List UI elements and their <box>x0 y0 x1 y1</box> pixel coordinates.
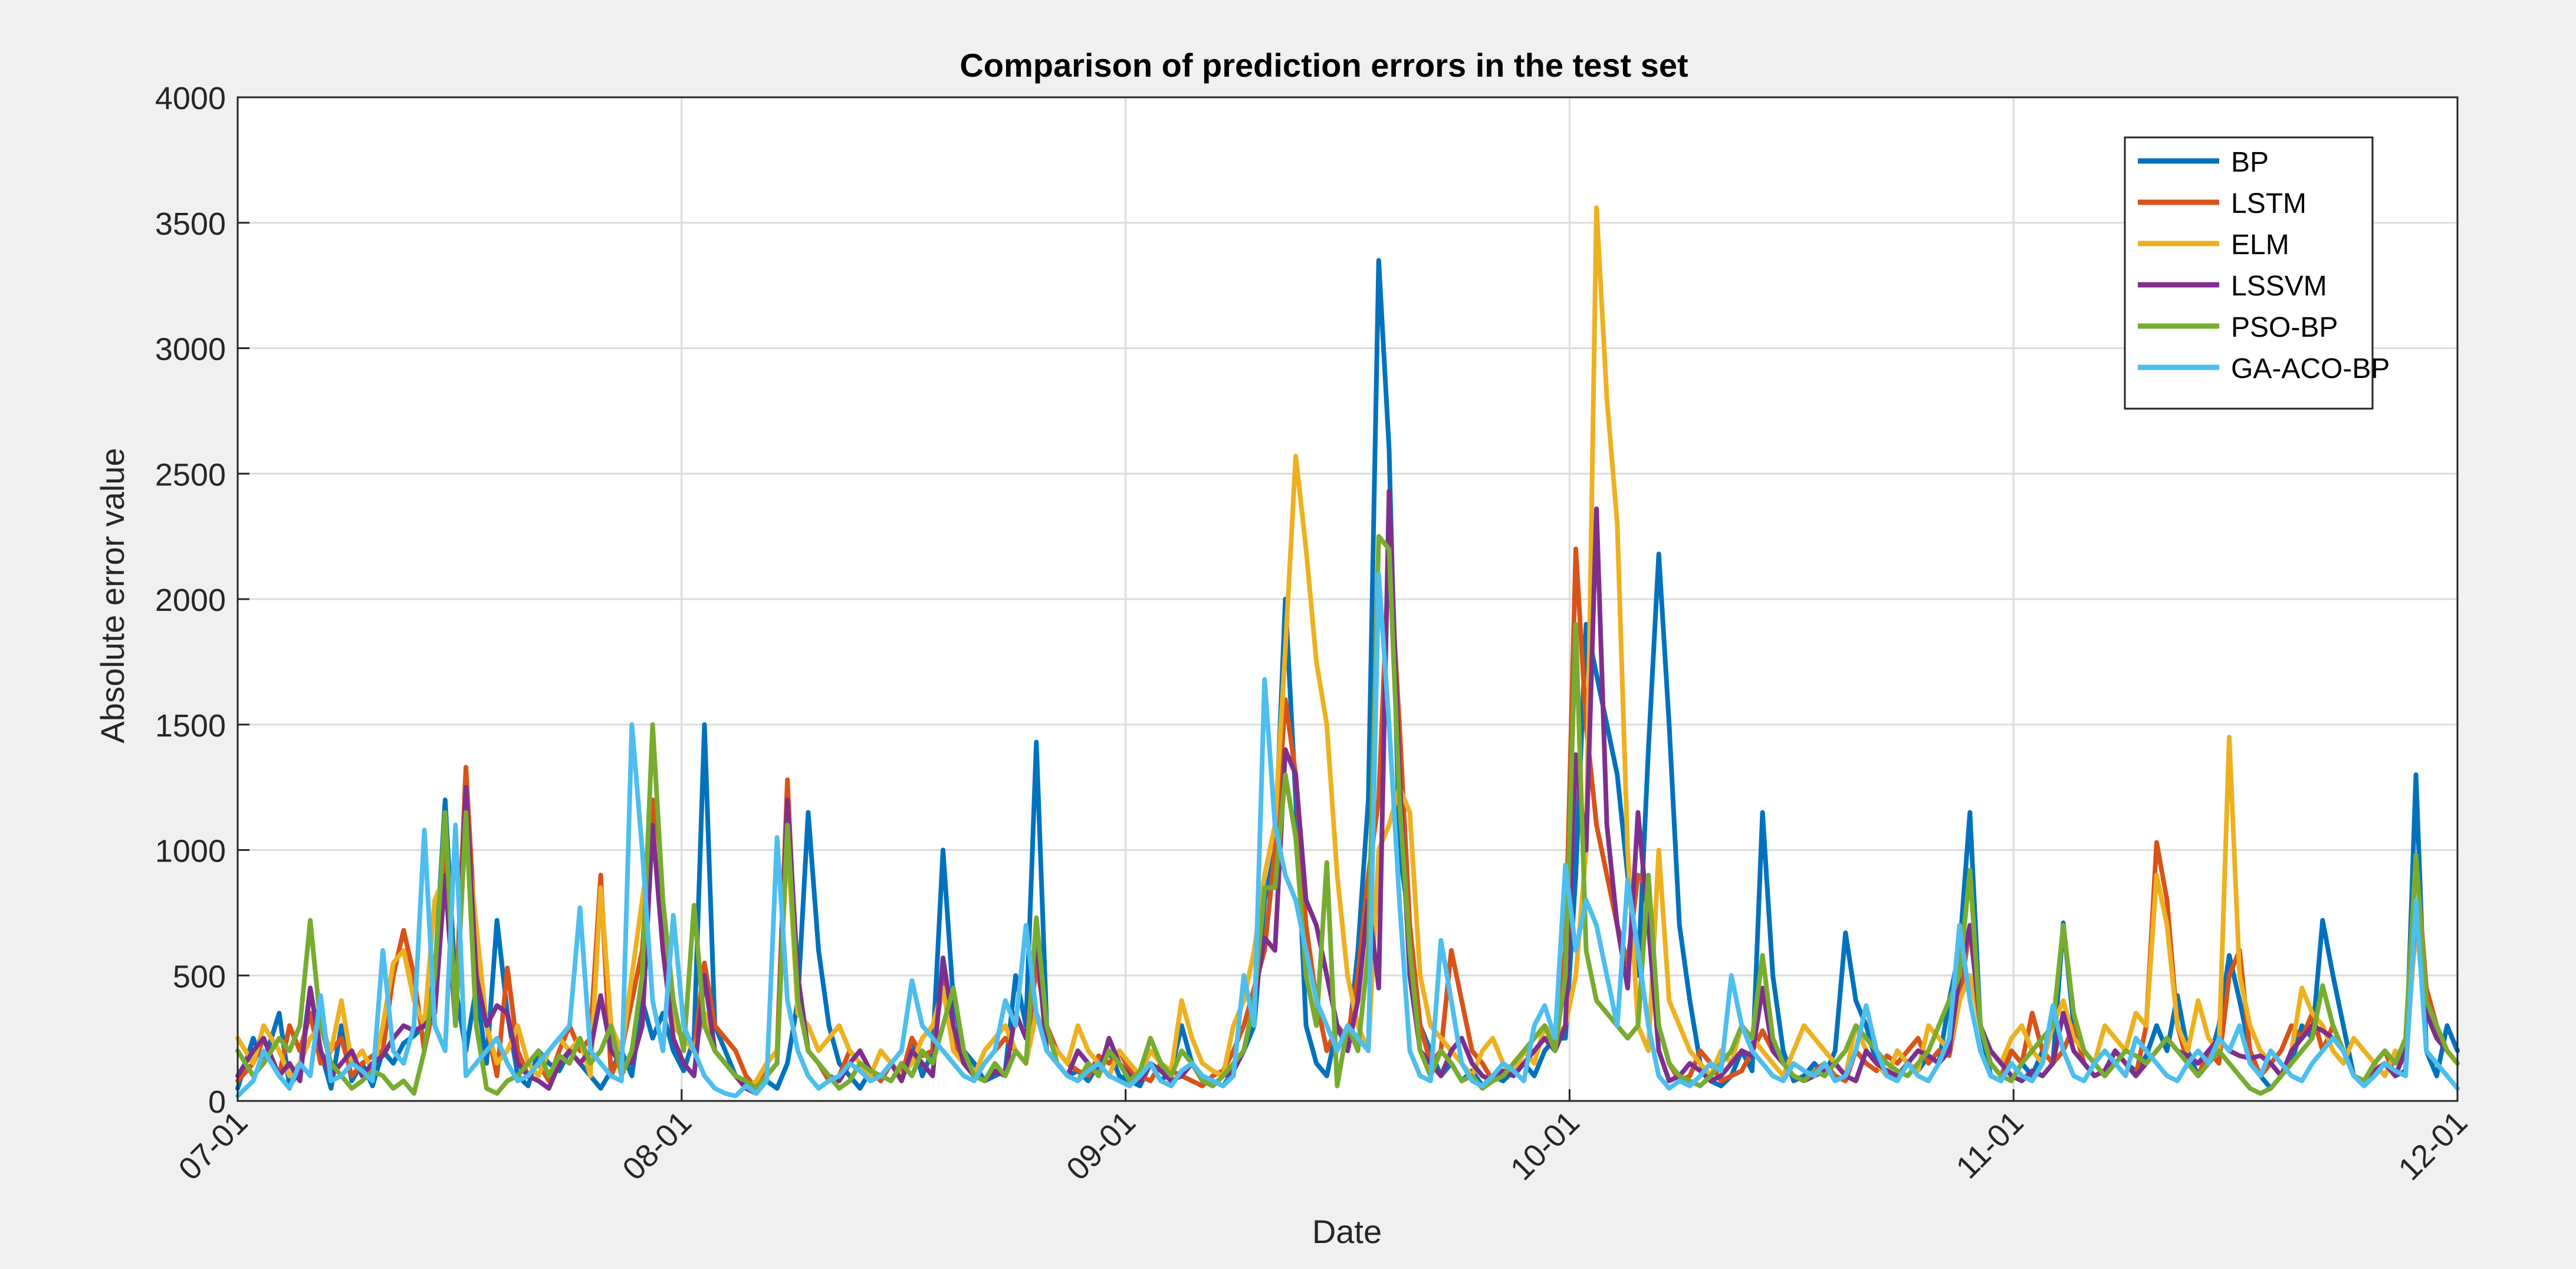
y-tick-label: 3500 <box>155 206 226 242</box>
y-tick-label: 2000 <box>155 583 226 618</box>
series-layer <box>235 205 2460 1099</box>
legend-box <box>2124 136 2374 410</box>
legend-label-lstm: LSTM <box>2231 188 2306 219</box>
y-tick-label: 2500 <box>155 457 226 492</box>
legend-label-ga-aco-bp: GA-ACO-BP <box>2231 353 2390 384</box>
x-axis-label: Date <box>1312 1213 1382 1250</box>
grid <box>236 96 2459 1102</box>
y-tick-label: 4000 <box>155 81 226 116</box>
y-tick-label: 0 <box>208 1084 226 1120</box>
legend-label-elm: ELM <box>2231 229 2289 261</box>
legend: BP LSTM ELM LSSVM PSO-BP GA-ACO-BP <box>2124 136 2390 410</box>
y-tick-label: 500 <box>173 959 226 994</box>
chart-title: Comparison of prediction errors in the t… <box>960 47 1688 84</box>
legend-label-bp: BP <box>2231 147 2269 178</box>
y-tick-label: 1000 <box>155 834 226 869</box>
y-tick-label: 1500 <box>155 708 226 744</box>
legend-label-lssvm: LSSVM <box>2231 271 2327 302</box>
y-axis-label: Absolute error value <box>94 448 131 743</box>
series-line-ga-aco-bp <box>235 571 2460 1099</box>
legend-label-pso-bp: PSO-BP <box>2231 312 2338 343</box>
y-tick-label: 3000 <box>155 332 226 367</box>
series-line-pso-bp <box>235 534 2460 1096</box>
